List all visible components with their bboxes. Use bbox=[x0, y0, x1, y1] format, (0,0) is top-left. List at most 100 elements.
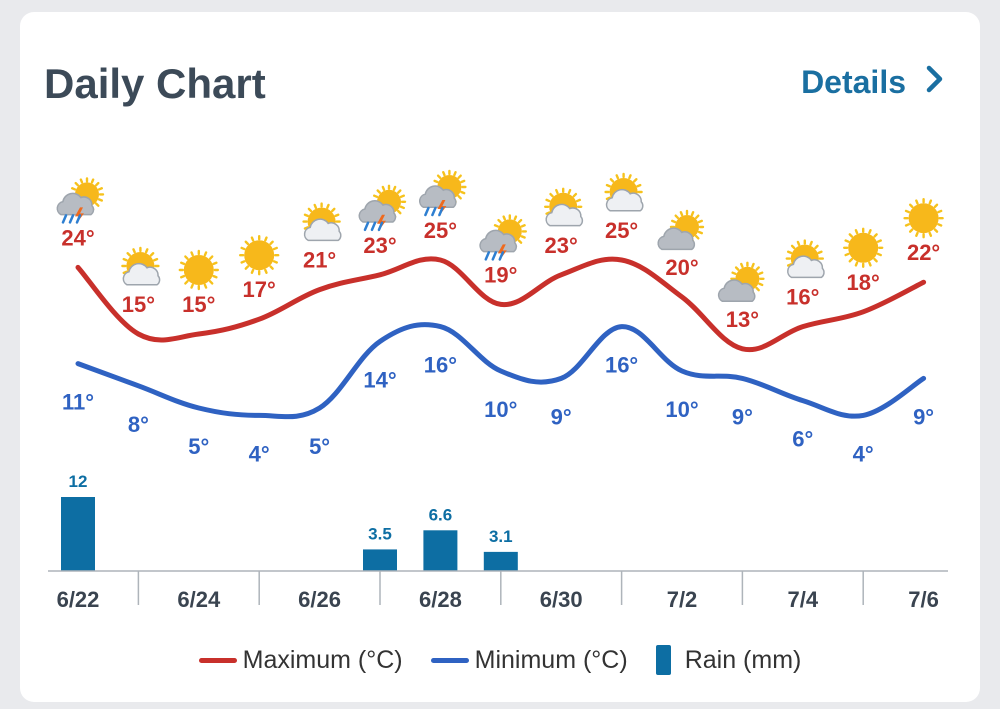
x-axis-tick-label: 6/26 bbox=[298, 587, 341, 612]
max-temp-label: 13° bbox=[726, 307, 759, 332]
sun-ray bbox=[690, 211, 695, 217]
sun-ray bbox=[513, 215, 518, 221]
rain-bar-label: 12 bbox=[69, 472, 88, 491]
cloud-shape bbox=[303, 218, 342, 242]
max-temp-label: 20° bbox=[665, 255, 698, 280]
sun-ray bbox=[758, 271, 764, 276]
sun-ray bbox=[679, 211, 684, 217]
rain-drop bbox=[491, 251, 498, 261]
sun-ray bbox=[848, 257, 854, 263]
sun-ray bbox=[904, 223, 911, 227]
sun-ray bbox=[149, 252, 155, 257]
sun-ray bbox=[244, 240, 250, 246]
sun-ray bbox=[144, 248, 149, 254]
sun-ray bbox=[180, 274, 186, 279]
sun-ray bbox=[520, 235, 526, 239]
sun-ray bbox=[937, 223, 943, 227]
sun-rays bbox=[178, 249, 220, 291]
min-temp-label: 5° bbox=[309, 434, 330, 459]
cloud-shape bbox=[122, 262, 161, 286]
sun-ray bbox=[497, 218, 502, 224]
thunderstorm-rain-sun-icon bbox=[358, 184, 407, 232]
sun-rays bbox=[238, 234, 280, 276]
sun-ray bbox=[396, 209, 402, 215]
rain-bar-label: 6.6 bbox=[429, 505, 453, 524]
sun-ray bbox=[132, 248, 136, 254]
rain-bar-label: 3.1 bbox=[489, 527, 513, 546]
x-axis-tick-label: 7/6 bbox=[908, 587, 939, 612]
sun-ray bbox=[381, 185, 386, 191]
sun-ray bbox=[184, 280, 189, 285]
sun-ray bbox=[937, 209, 943, 214]
partly-cloudy-icon bbox=[785, 239, 825, 279]
cloudy-icon bbox=[657, 209, 705, 251]
cloud-shape bbox=[717, 279, 756, 302]
rain-drop bbox=[61, 214, 68, 224]
details-link[interactable]: Details bbox=[801, 64, 944, 101]
rain-drop bbox=[484, 251, 491, 261]
sun-ray bbox=[697, 230, 703, 235]
rain-bar bbox=[483, 551, 518, 571]
sun-ray bbox=[671, 219, 677, 224]
sun-ray bbox=[814, 244, 819, 250]
max-temp-label: 18° bbox=[847, 270, 880, 295]
cloud-shape bbox=[419, 185, 457, 208]
max-temp-label: 16° bbox=[786, 285, 819, 310]
sun-ray bbox=[868, 261, 872, 267]
sun-ray bbox=[694, 234, 700, 240]
sun-ray bbox=[272, 246, 278, 251]
sun-ray bbox=[97, 198, 103, 202]
x-axis-tick-label: 6/22 bbox=[57, 587, 100, 612]
sun-ray bbox=[307, 207, 313, 213]
thunderstorm-rain-sun-icon bbox=[479, 214, 527, 262]
sun-ray bbox=[854, 261, 859, 267]
details-label: Details bbox=[801, 64, 906, 100]
sun-ray bbox=[575, 198, 582, 203]
rain-drop bbox=[424, 206, 430, 217]
sun-ray bbox=[493, 224, 499, 228]
max-temp-label: 24° bbox=[61, 225, 94, 250]
sun-ray bbox=[190, 251, 194, 257]
sun-ray bbox=[790, 244, 796, 250]
sun-disc bbox=[183, 255, 214, 285]
legend-minimum: Minimum (°C) bbox=[430, 646, 628, 675]
rain-drop bbox=[438, 206, 444, 217]
sun-ray bbox=[868, 229, 872, 235]
max-temp-label: 25° bbox=[605, 218, 638, 243]
partly-cloudy-icon bbox=[302, 202, 342, 242]
rain-bar bbox=[61, 497, 95, 571]
sun-rays bbox=[669, 209, 705, 245]
sun-ray bbox=[184, 255, 189, 260]
sun-ray bbox=[854, 229, 859, 235]
legend-maximum: Maximum (°C) bbox=[198, 645, 403, 675]
sun-rays bbox=[843, 227, 884, 269]
rain-drop bbox=[370, 221, 377, 232]
minimum-temperature-line bbox=[75, 322, 927, 420]
sun-ray bbox=[697, 219, 703, 224]
legend-maximum-label: Maximum (°C) bbox=[242, 645, 403, 674]
max-temp-label: 22° bbox=[907, 240, 940, 265]
sun-ray bbox=[457, 194, 462, 200]
sun-ray bbox=[74, 181, 80, 187]
sun-ray bbox=[758, 282, 764, 287]
sun-ray bbox=[203, 283, 208, 289]
max-temp-label: 19° bbox=[484, 262, 517, 287]
sun-ray bbox=[740, 262, 744, 268]
min-temp-label: 9° bbox=[551, 404, 572, 429]
sun-ray bbox=[264, 268, 268, 274]
legend-rain: Rain (mm) bbox=[655, 645, 801, 675]
cloud-shape bbox=[358, 200, 397, 223]
sun-ray bbox=[796, 240, 801, 246]
rain-drop bbox=[498, 251, 505, 261]
sun-ray bbox=[915, 199, 919, 205]
min-temp-label: 4° bbox=[853, 441, 874, 466]
sun-ray bbox=[786, 263, 793, 267]
sun-ray bbox=[208, 255, 214, 260]
sun-ray bbox=[373, 194, 379, 199]
cloud-shape bbox=[787, 255, 825, 279]
min-temp-label: 8° bbox=[128, 412, 149, 437]
sun-ray bbox=[628, 174, 632, 180]
sun-ray bbox=[269, 240, 274, 246]
sun-ray bbox=[250, 268, 255, 274]
sun-ray bbox=[442, 171, 446, 177]
